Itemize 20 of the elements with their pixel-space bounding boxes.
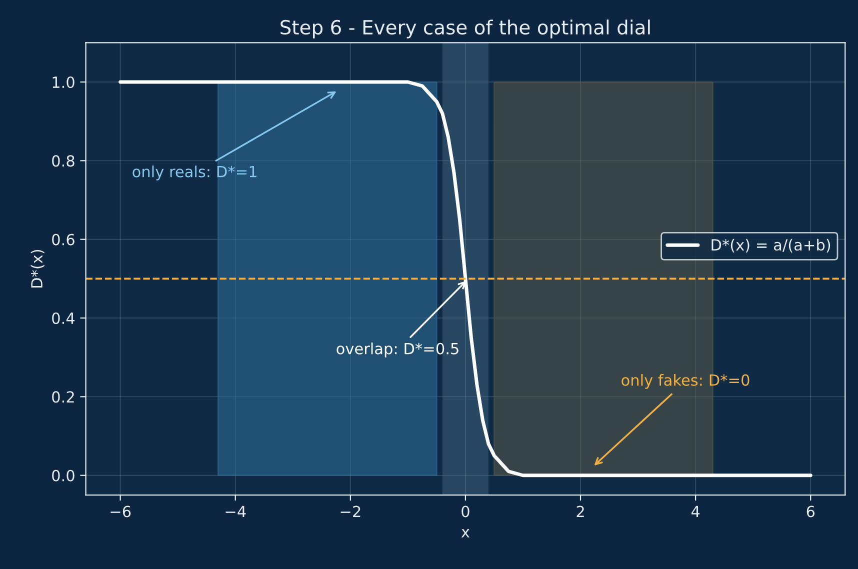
chart-title: Step 6 - Every case of the optimal dial: [280, 20, 650, 38]
y-tick-label: 0.4: [52, 312, 75, 324]
x-axis-title: x: [461, 529, 470, 538]
annotation: only fakes: D*=0: [622, 374, 750, 389]
y-tick-label: 0.8: [52, 155, 74, 167]
x-tick-label: −2: [340, 506, 360, 518]
x-tick-label: −4: [226, 506, 246, 518]
x-tick-label: −6: [110, 506, 131, 518]
y-tick-label: 0.6: [52, 234, 74, 246]
legend-label: D*(x) = a/(a+b): [712, 238, 830, 252]
y-axis-title: D*(x): [30, 250, 44, 288]
x-tick-label: 4: [691, 506, 700, 518]
y-tick-label: 0.2: [52, 391, 74, 403]
annotation: overlap: D*=0.5: [336, 342, 458, 358]
annotation: only reals: D*=1: [132, 166, 256, 180]
x-tick-label: 2: [576, 506, 584, 518]
x-tick-label: 0: [462, 506, 470, 518]
y-tick-label: 0.0: [52, 470, 74, 482]
y-tick-label: 1.0: [52, 76, 74, 88]
x-tick-label: 6: [806, 506, 815, 518]
